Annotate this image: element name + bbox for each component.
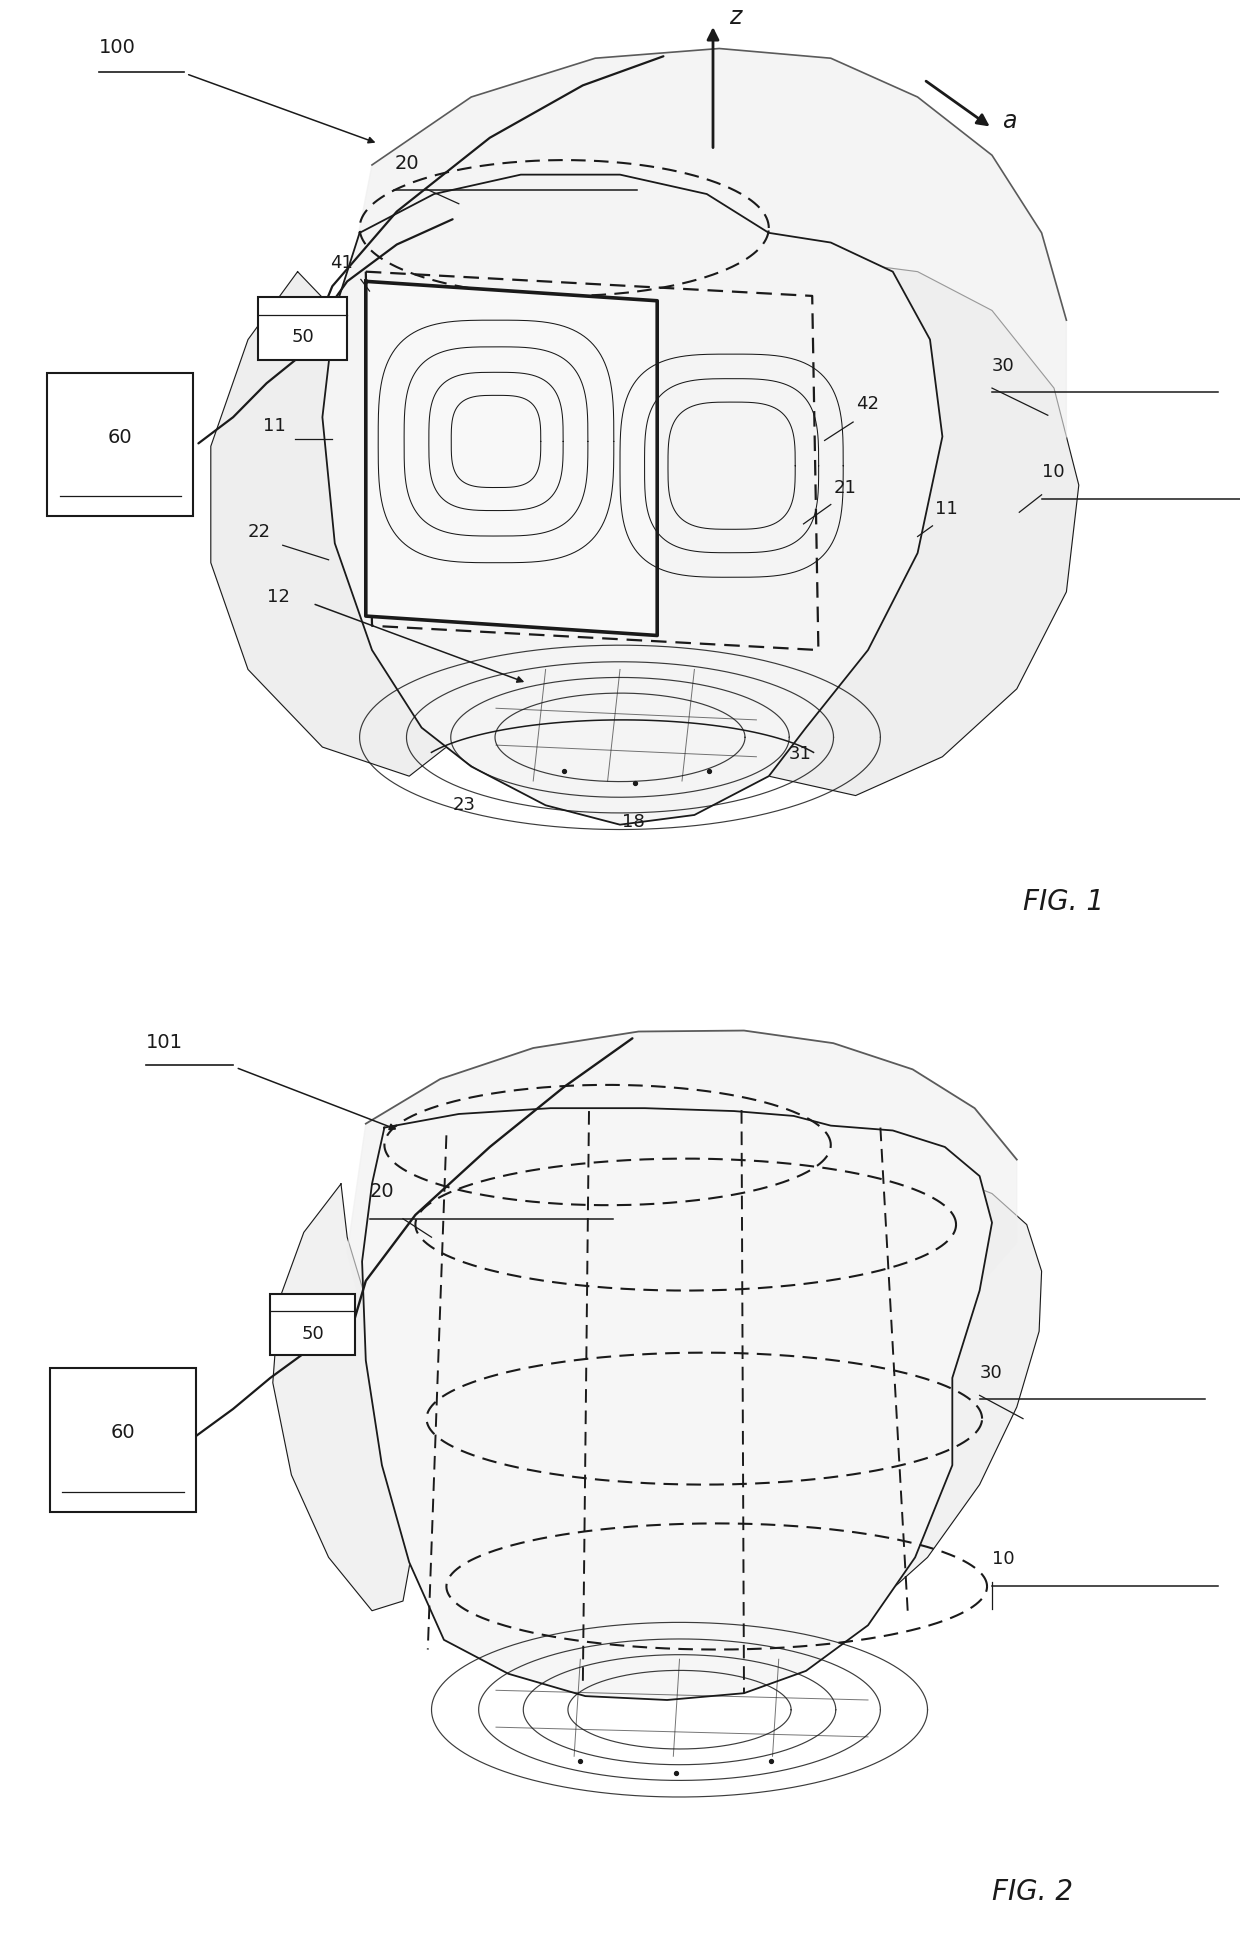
Text: 30: 30 bbox=[980, 1364, 1002, 1382]
Bar bbox=[47, 372, 193, 515]
Text: 22: 22 bbox=[248, 523, 272, 541]
Text: 11: 11 bbox=[263, 417, 285, 435]
Text: 10: 10 bbox=[1042, 463, 1064, 482]
Text: 12: 12 bbox=[267, 588, 289, 606]
Polygon shape bbox=[211, 272, 496, 776]
Polygon shape bbox=[347, 1031, 1017, 1368]
Text: 50: 50 bbox=[291, 327, 314, 347]
Text: 42: 42 bbox=[856, 396, 879, 414]
Polygon shape bbox=[366, 282, 657, 635]
Text: 101: 101 bbox=[146, 1033, 184, 1053]
Text: 30: 30 bbox=[992, 357, 1014, 374]
Text: 60: 60 bbox=[110, 1423, 135, 1443]
Text: 31: 31 bbox=[789, 745, 811, 762]
Text: 23: 23 bbox=[453, 796, 476, 813]
Polygon shape bbox=[800, 1164, 1042, 1611]
Polygon shape bbox=[273, 1184, 415, 1611]
Text: 60: 60 bbox=[108, 427, 133, 447]
Text: 10: 10 bbox=[992, 1550, 1014, 1568]
Text: 20: 20 bbox=[394, 153, 419, 172]
Text: a: a bbox=[1002, 110, 1017, 133]
Text: 41: 41 bbox=[330, 253, 352, 272]
Text: 21: 21 bbox=[833, 478, 856, 498]
Polygon shape bbox=[347, 49, 1066, 602]
Polygon shape bbox=[322, 174, 942, 825]
Polygon shape bbox=[362, 1107, 992, 1699]
Polygon shape bbox=[732, 263, 1079, 796]
Text: 100: 100 bbox=[99, 39, 136, 57]
Text: 50: 50 bbox=[301, 1325, 324, 1343]
Text: z: z bbox=[729, 6, 742, 29]
Text: 11: 11 bbox=[935, 500, 957, 517]
Bar bbox=[270, 1294, 355, 1354]
Bar bbox=[50, 1368, 196, 1511]
Text: FIG. 1: FIG. 1 bbox=[1023, 888, 1104, 915]
Text: 18: 18 bbox=[622, 813, 645, 831]
Text: FIG. 2: FIG. 2 bbox=[992, 1878, 1073, 1905]
Bar bbox=[258, 296, 347, 361]
Text: 20: 20 bbox=[370, 1182, 394, 1201]
